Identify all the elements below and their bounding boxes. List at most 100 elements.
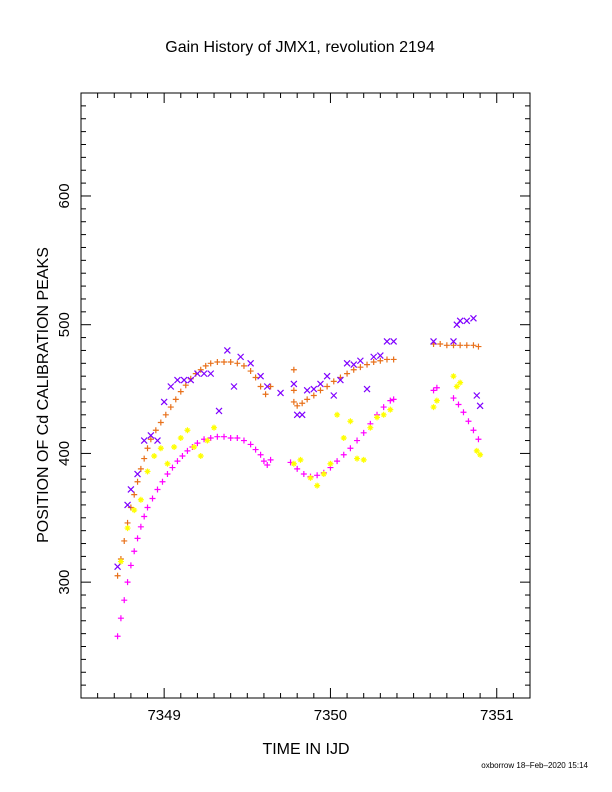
data-point [141, 455, 148, 462]
data-point [430, 387, 437, 394]
x-tick-label: 7350 [314, 707, 347, 724]
data-point [340, 434, 347, 441]
data-point [376, 352, 384, 360]
data-point [127, 486, 135, 493]
y-tick-label: 600 [56, 183, 73, 208]
data-point [221, 359, 228, 366]
data-point [240, 437, 247, 444]
data-point [151, 453, 158, 459]
data-point [197, 453, 204, 459]
data-point [380, 411, 387, 418]
data-point [159, 478, 166, 485]
data-point [144, 504, 151, 511]
data-point [215, 407, 223, 415]
data-point [330, 392, 338, 399]
data-point [144, 468, 151, 475]
data-point [227, 434, 234, 441]
data-point [294, 465, 301, 472]
data-point [157, 445, 164, 452]
data-point [263, 383, 271, 390]
data-point [387, 406, 394, 413]
data-point [360, 429, 367, 436]
data-point [354, 455, 361, 462]
data-point [180, 376, 188, 384]
data-point [324, 383, 331, 390]
x-tick-label: 7351 [480, 707, 513, 724]
data-point [290, 380, 298, 388]
data-point [290, 460, 297, 467]
data-point [310, 385, 318, 393]
data-point [124, 525, 131, 532]
data-point [364, 361, 371, 368]
data-point [344, 370, 351, 377]
data-point [193, 370, 201, 378]
data-point [443, 342, 450, 349]
data-point [211, 424, 218, 431]
data-point [257, 451, 264, 458]
data-point [455, 401, 462, 408]
data-point [169, 464, 176, 471]
data-point [167, 404, 174, 411]
data-point [314, 482, 321, 489]
data-point [240, 362, 247, 369]
data-point [290, 398, 297, 405]
data-point [330, 378, 337, 385]
data-point [430, 338, 437, 345]
chart-title: Gain History of JMX1, revolution 2194 [165, 39, 435, 56]
data-point [179, 453, 186, 459]
data-point [214, 359, 221, 366]
data-point [473, 447, 480, 454]
data-points [114, 314, 484, 640]
data-point [453, 383, 460, 390]
data-point [298, 411, 306, 419]
data-point [317, 380, 324, 388]
data-point [363, 385, 371, 393]
data-point [320, 471, 327, 478]
data-point [477, 451, 484, 458]
data-point [114, 633, 121, 640]
data-point [234, 360, 241, 367]
data-point [470, 342, 477, 349]
data-point [267, 456, 274, 463]
data-point [367, 424, 374, 431]
data-point [267, 383, 274, 390]
data-point [134, 470, 141, 478]
data-point [465, 418, 472, 425]
axis-tick-labels: 7349 7350 7351 300 400 500 600 [56, 183, 513, 724]
footer-credit: oxborrow 18–Feb–2020 15:14 [481, 761, 588, 770]
data-point [200, 370, 208, 378]
data-point [334, 458, 341, 465]
data-point [137, 523, 144, 530]
data-point [154, 437, 161, 444]
data-point [307, 474, 314, 481]
data-point [383, 338, 391, 345]
x-axis-label: TIME IN IJD [262, 741, 349, 758]
data-point [310, 392, 317, 399]
data-point [147, 436, 154, 443]
data-point [360, 456, 367, 463]
data-point [304, 396, 311, 403]
data-point [162, 411, 169, 418]
data-point [390, 356, 397, 363]
data-point [171, 443, 178, 450]
data-point [456, 317, 464, 325]
axis-ticks [80, 92, 531, 699]
data-point [121, 597, 128, 604]
data-point [160, 398, 168, 406]
data-point [374, 414, 381, 421]
data-point [347, 445, 354, 452]
data-point [370, 359, 377, 366]
data-point [167, 383, 175, 390]
data-point [327, 460, 334, 467]
data-point [164, 471, 171, 478]
data-point [177, 434, 184, 441]
data-point [202, 362, 209, 369]
data-point [124, 579, 131, 586]
data-point [463, 317, 471, 325]
data-point [430, 404, 437, 411]
data-point [154, 486, 161, 493]
data-point [387, 397, 394, 404]
data-point [476, 402, 484, 410]
data-point [370, 353, 378, 361]
